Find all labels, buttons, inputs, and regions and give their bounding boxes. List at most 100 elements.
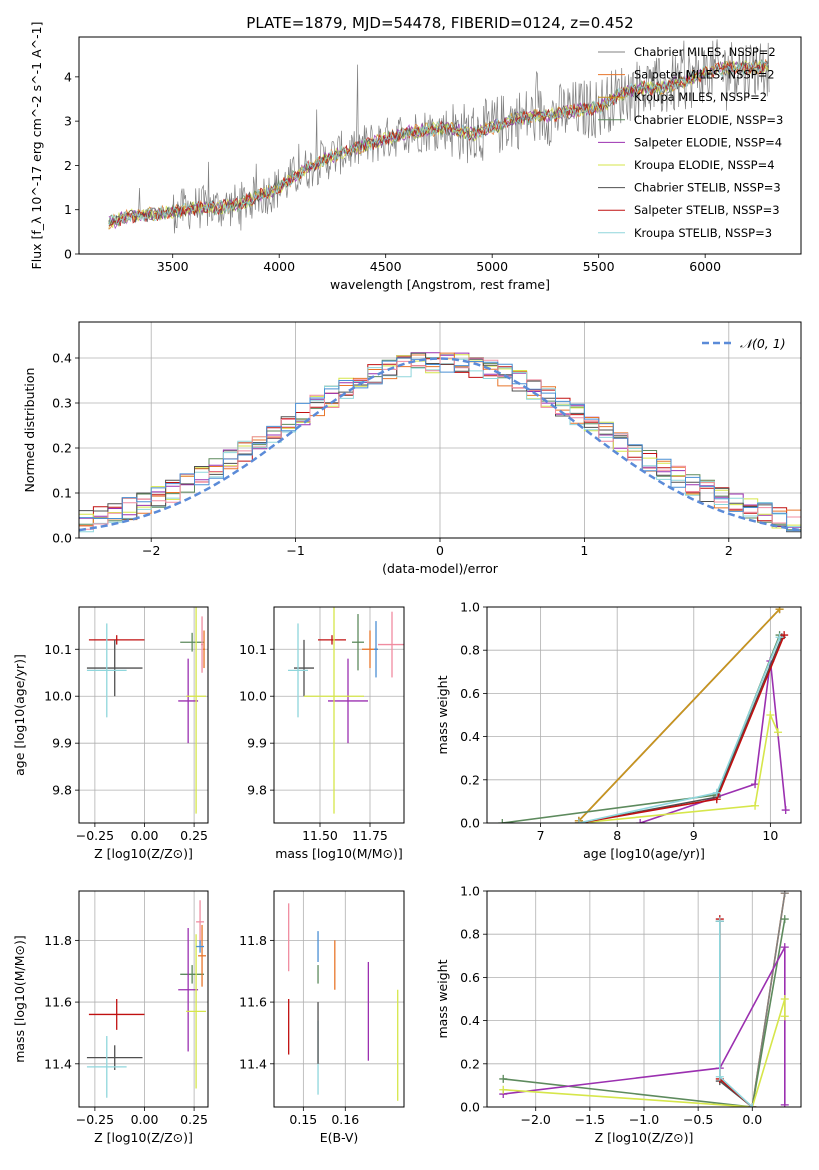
x-tick-label: −0.25 (76, 828, 114, 843)
error-bar-point (196, 940, 205, 953)
y-tick-label: 10.0 (44, 689, 72, 704)
x-tick-label: 0.25 (180, 1112, 208, 1127)
error-bar-point (186, 607, 207, 814)
error-bar-point (318, 635, 346, 645)
axes-frame (78, 606, 209, 824)
x-tick-label: 7 (537, 828, 545, 843)
legend-label: Kroupa STELIB, NSSP=3 (634, 226, 772, 240)
error-bar-point (178, 928, 199, 1052)
error-bar-point (86, 1036, 127, 1098)
y-tick-label: 3 (64, 114, 72, 129)
error-bar-point (86, 1045, 143, 1070)
y-tick-label: 0.0 (52, 531, 72, 546)
plot-area (487, 607, 801, 823)
series-line (578, 636, 783, 823)
y-tick-label: 9.9 (247, 736, 267, 751)
x-tick-label: −2.0 (521, 1112, 551, 1127)
y-tick-label: 0.6 (460, 686, 480, 701)
axes-frame (78, 36, 802, 255)
mass-vs-ebv-panel: 0.15 0.16 11.4 11.6 11.8 E(B-V) (239, 890, 405, 1145)
x-tick-label: 0.15 (289, 1112, 317, 1127)
x-tick-label: 0.00 (131, 1112, 159, 1127)
error-bar-point (178, 658, 199, 744)
x-tick-label: 11.75 (352, 828, 388, 843)
series-line (108, 60, 769, 226)
y-tick-label: 0.6 (460, 970, 480, 985)
x-tick-label: −0.25 (76, 1112, 114, 1127)
data-marker (766, 711, 775, 719)
y-tick-label: 0.8 (460, 927, 480, 942)
y-tick-label: 9.9 (52, 736, 72, 751)
x-axis-label: Z [log10(Z/Z⊙)] (94, 846, 193, 861)
y-tick-label: 2 (64, 158, 72, 173)
series-line (503, 946, 786, 1105)
plot-area (274, 607, 404, 823)
data-marker (780, 1012, 789, 1021)
x-tick-label: 0.00 (131, 828, 159, 843)
data-marker (775, 633, 784, 642)
y-tick-label: 0.1 (52, 486, 72, 501)
data-marker (498, 819, 507, 823)
x-tick-label: 5000 (476, 259, 508, 274)
x-tick-label: −1 (286, 543, 304, 558)
y-tick-label: 9.8 (247, 783, 267, 798)
error-bar-point (288, 623, 308, 718)
data-marker (751, 801, 760, 810)
data-marker (780, 891, 789, 898)
mass-weight-vs-age-panel: 7 8 9 10 0.0 0.2 0.4 0.6 0.8 1.0 age [log10(age/yr… (435, 600, 802, 861)
legend-label: Chabrier ELODIE, NSSP=3 (634, 113, 783, 127)
x-tick-label: 1 (580, 543, 588, 558)
legend-label: Salpeter STELIB, NSSP=3 (634, 203, 780, 217)
error-bar-point (198, 924, 207, 987)
x-axis-label: Z [log10(Z/Z⊙)] (94, 1130, 193, 1145)
mass-vs-z-panel: −0.25 0.00 0.25 11.4 11.6 11.8 Z [log10(Z/Z⊙)]… (12, 890, 209, 1145)
y-tick-label: 0.2 (460, 772, 480, 787)
x-axis-label: age [log10(age/yr)] (583, 846, 705, 861)
data-marker (780, 1100, 789, 1107)
data-marker (636, 819, 645, 823)
data-marker (712, 788, 721, 797)
x-tick-label: 6000 (689, 259, 721, 274)
axes-frame (273, 890, 405, 1108)
error-bar-point (186, 934, 207, 1089)
x-axis-label: Z [log10(Z/Z⊙)] (595, 1130, 694, 1145)
error-bar-point (88, 999, 145, 1030)
x-tick-label: 2 (725, 543, 733, 558)
series-line (502, 634, 781, 823)
axes-frame (78, 321, 802, 539)
figure-title: PLATE=1879, MJD=54478, FIBERID=0124, z=0… (246, 14, 633, 32)
y-tick-label: 0.4 (460, 1013, 480, 1028)
error-bar-point (88, 635, 145, 645)
x-axis-label: (data-model)/error (382, 561, 499, 576)
data-marker (715, 917, 724, 926)
error-bar-point (294, 639, 314, 697)
y-tick-label: 0.2 (460, 1056, 480, 1071)
x-tick-label: 10 (762, 828, 778, 843)
series-line (578, 712, 779, 823)
x-tick-label: 4500 (370, 259, 402, 274)
mass-weight-vs-z-panel: −2.0 −1.5 −1.0 −0.5 0.0 0.0 0.2 0.4 0.6 0.8 1.0 Z [… (435, 884, 802, 1145)
data-marker (780, 631, 789, 640)
legend-label: Chabrier MILES, NSSP=2 (634, 45, 776, 59)
y-axis-label: mass [log10(M/M⊙)] (12, 935, 27, 1063)
axes-frame (486, 890, 802, 1108)
series-line (578, 634, 785, 823)
series-line (108, 60, 769, 227)
series-line (108, 59, 769, 226)
error-bar-point (180, 965, 205, 984)
data-marker (574, 819, 583, 823)
y-tick-label: 0.4 (52, 351, 72, 366)
error-bar-point (374, 621, 378, 678)
y-axis-label: age [log10(age/yr)] (12, 654, 27, 776)
error-bar-point (328, 658, 368, 744)
x-tick-label: −2 (142, 543, 160, 558)
y-tick-label: 0.2 (52, 441, 72, 456)
plot-area (79, 322, 801, 538)
y-tick-label: 1.0 (460, 884, 480, 899)
y-tick-label: 11.6 (44, 995, 72, 1010)
x-tick-label: −0.5 (683, 1112, 713, 1127)
data-marker (751, 780, 760, 789)
x-tick-label: 8 (613, 828, 621, 843)
y-tick-label: 10.1 (239, 642, 267, 657)
